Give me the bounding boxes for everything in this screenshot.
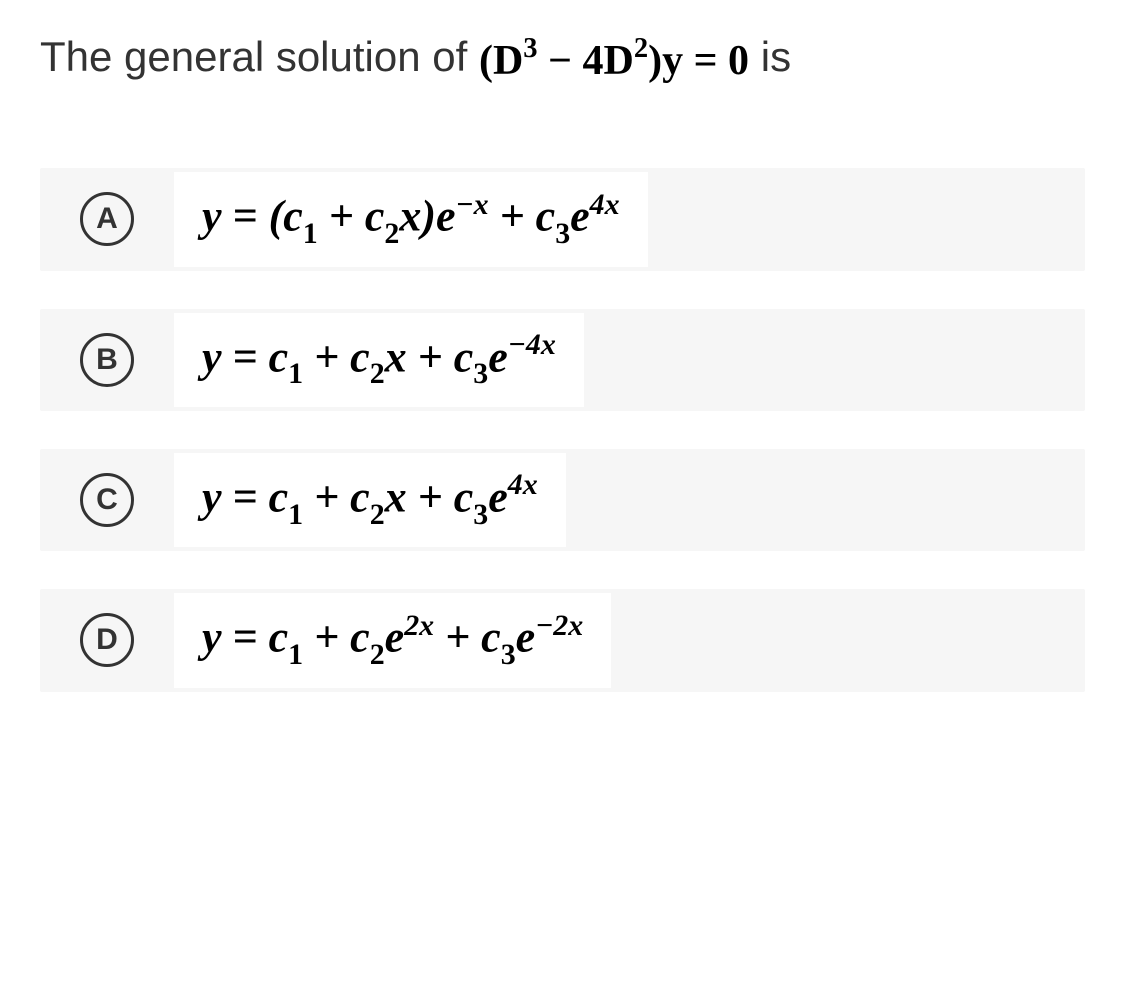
option-d[interactable]: D y = c1 + c2e2x + c3e−2x — [40, 589, 1085, 691]
option-letter-c: C — [80, 473, 134, 527]
question-prefix: The general solution of — [40, 33, 479, 80]
options-container: A y = (c1 + c2x)e−x + c3e4x B y = c1 + c… — [40, 168, 1085, 691]
option-formula-b: y = c1 + c2x + c3e−4x — [174, 313, 584, 407]
option-letter-b: B — [80, 333, 134, 387]
question-text: The general solution of (D3 − 4D2)y = 0 … — [40, 30, 1085, 88]
question-equation: (D3 − 4D2)y = 0 — [479, 38, 749, 84]
option-formula-c: y = c1 + c2x + c3e4x — [174, 453, 566, 547]
option-formula-a: y = (c1 + c2x)e−x + c3e4x — [174, 172, 648, 266]
option-c[interactable]: C y = c1 + c2x + c3e4x — [40, 449, 1085, 551]
option-a[interactable]: A y = (c1 + c2x)e−x + c3e4x — [40, 168, 1085, 270]
option-letter-d: D — [80, 613, 134, 667]
question-suffix: is — [761, 33, 791, 80]
option-letter-a: A — [80, 192, 134, 246]
option-b[interactable]: B y = c1 + c2x + c3e−4x — [40, 309, 1085, 411]
option-formula-d: y = c1 + c2e2x + c3e−2x — [174, 593, 611, 687]
